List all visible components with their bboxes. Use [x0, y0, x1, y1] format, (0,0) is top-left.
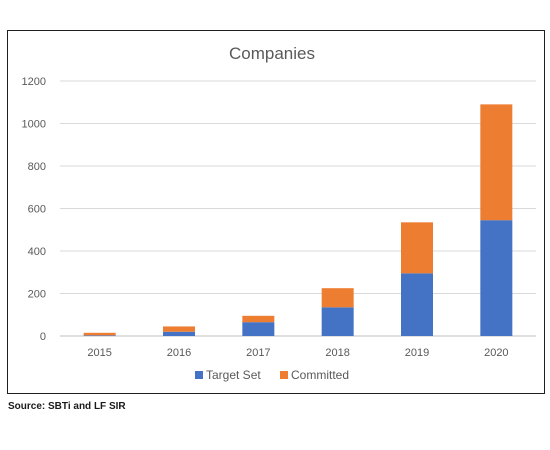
- y-tick-label: 800: [28, 161, 46, 173]
- bar-target-set-2018: [321, 307, 354, 336]
- legend-swatch: [280, 371, 288, 379]
- bar-target-set-2016: [163, 331, 195, 336]
- bar-committed-2017: [242, 315, 275, 323]
- y-tick-label: 0: [40, 331, 46, 343]
- y-tick-label: 400: [28, 246, 46, 258]
- x-tick-label: 2018: [325, 347, 349, 359]
- chart-title: Companies: [229, 44, 315, 63]
- source-note: Source: SBTi and LF SIR: [8, 401, 126, 412]
- bar-committed-2015: [83, 332, 116, 336]
- bar-target-set-2017: [242, 322, 275, 336]
- y-tick-label: 200: [28, 289, 46, 301]
- bar-target-set-2020: [480, 220, 513, 336]
- bar-committed-2020: [480, 104, 513, 221]
- legend-label: Target Set: [206, 368, 261, 382]
- x-tick-label: 2019: [405, 347, 429, 359]
- x-tick-label: 2016: [167, 347, 191, 359]
- bar-target-set-2015: [83, 335, 116, 336]
- y-tick-label: 1200: [22, 76, 46, 88]
- bar-committed-2019: [401, 222, 433, 274]
- legend-label: Committed: [291, 368, 349, 382]
- bar-target-set-2019: [401, 273, 433, 336]
- y-tick-label: 1000: [22, 119, 46, 131]
- x-tick-label: 2020: [484, 347, 508, 359]
- y-tick-label: 600: [28, 204, 46, 216]
- stacked-bar-chart: Companies 0 200 400 600 800 1000 1200 2015 2016…: [22, 44, 536, 382]
- bar-committed-2018: [321, 288, 354, 308]
- legend-swatch: [195, 371, 203, 379]
- chart-frame: Companies 0 200 400 600 800 1000 1200 2015 2016…: [7, 30, 545, 394]
- bar-committed-2016: [163, 326, 195, 332]
- x-tick-label: 2015: [87, 347, 111, 359]
- x-tick-label: 2017: [246, 347, 270, 359]
